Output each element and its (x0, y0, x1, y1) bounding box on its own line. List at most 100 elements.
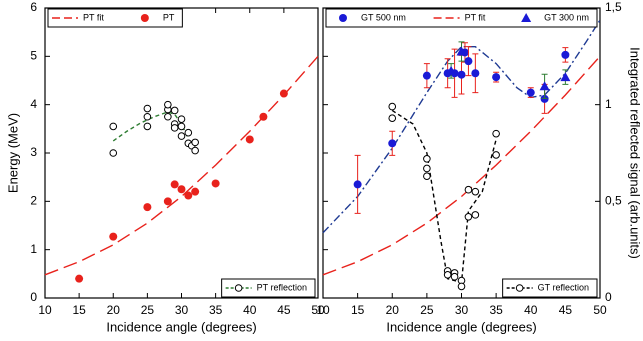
x-tick-label: 20 (107, 303, 121, 317)
data-point (492, 129, 500, 138)
plot-frame (44, 7, 319, 299)
data-point (279, 89, 288, 98)
data-point (456, 46, 467, 56)
legend-marker (515, 284, 524, 292)
data-point (450, 272, 459, 281)
x-tick-label: 30 (175, 303, 189, 317)
y-tick-label: 0 (30, 290, 37, 304)
data-point (184, 128, 193, 137)
data-point (422, 71, 431, 80)
data-point (471, 211, 480, 219)
data-point (191, 187, 200, 196)
y2-tick-label: 1 (605, 97, 612, 111)
data-point (191, 146, 199, 155)
x-tick-label: 45 (559, 303, 573, 317)
y-tick-label: 3 (30, 145, 37, 159)
x-tick-label: 30 (455, 303, 469, 317)
x-tick-label: 50 (593, 303, 607, 317)
legend-frame (47, 8, 183, 28)
data-point (143, 104, 152, 113)
data-point (526, 88, 535, 97)
x-axis-label: Incidence angle (degrees) (386, 319, 536, 334)
data-point (184, 191, 193, 200)
data-point (109, 232, 118, 241)
data-point (457, 282, 466, 291)
legend-marker (339, 14, 347, 22)
legend-frame (502, 278, 598, 298)
data-point (457, 70, 466, 79)
y-tick-label: 4 (30, 97, 37, 111)
data-point (388, 102, 397, 111)
data-point (75, 274, 84, 283)
data-point (211, 179, 220, 188)
x-tick-label: 10 (316, 303, 330, 317)
x-tick-label: 15 (351, 303, 365, 317)
data-point (446, 65, 457, 75)
fit-line (322, 55, 601, 276)
legend-marker (234, 284, 243, 292)
legend-label: PT fit (83, 12, 104, 22)
x-tick-label: 40 (524, 303, 538, 317)
data-point (177, 115, 186, 123)
x-tick-label: 25 (141, 303, 155, 317)
data-point (388, 139, 397, 148)
data-point (388, 114, 397, 122)
y2-tick-label: 1,5 (605, 0, 622, 14)
data-point (245, 135, 254, 144)
data-point (353, 180, 362, 189)
data-point (170, 124, 179, 132)
data-point (164, 100, 172, 109)
data-point (170, 180, 179, 189)
x-tick-label: 35 (209, 303, 223, 317)
legend-marker (521, 13, 532, 22)
legend-label: PT fit (465, 12, 486, 22)
y2-tick-label: 0,5 (605, 194, 622, 208)
data-point (109, 122, 118, 131)
data-point (143, 122, 152, 131)
x-axis-label: Incidence angle (degrees) (106, 319, 256, 334)
data-point (163, 197, 172, 206)
y-tick-label: 5 (30, 49, 37, 63)
x-tick-label: 25 (420, 303, 434, 317)
y2-tick-label: 0 (605, 290, 612, 304)
legend-marker (140, 14, 149, 22)
fit-line (322, 19, 601, 234)
data-point (492, 151, 500, 159)
data-point (423, 155, 431, 163)
data-point (170, 106, 179, 115)
data-point (560, 72, 571, 82)
y-tick-label: 6 (30, 0, 37, 14)
data-point (471, 69, 480, 78)
y2-axis-label: Integrated reflected signal (arb.units) (628, 47, 643, 259)
data-point (143, 112, 152, 121)
data-point (423, 172, 431, 180)
legend-frame (221, 278, 316, 298)
x-tick-label: 15 (72, 303, 86, 317)
data-point (259, 112, 268, 121)
x-tick-label: 35 (489, 303, 503, 317)
data-point (177, 185, 186, 194)
legend-label: GT 300 nm (544, 12, 589, 22)
data-point (191, 138, 199, 147)
legend-label: PT (163, 12, 175, 22)
y-tick-label: 2 (30, 194, 37, 208)
data-point (492, 73, 501, 82)
x-tick-label: 45 (277, 303, 291, 317)
fit-line (391, 109, 497, 284)
data-point (143, 203, 152, 212)
fit-line (44, 55, 319, 276)
data-point (443, 271, 452, 279)
data-point (177, 132, 186, 140)
data-point (164, 112, 172, 121)
y-tick-label: 1 (30, 242, 37, 256)
data-point (539, 81, 550, 91)
data-point (471, 187, 480, 196)
x-tick-label: 40 (243, 303, 257, 317)
legend-frame (325, 8, 598, 28)
data-point (561, 50, 570, 59)
data-point (464, 57, 473, 66)
legend-label: GT 500 nm (361, 12, 406, 22)
data-point (464, 213, 473, 221)
legend-label: GT reflection (538, 282, 589, 292)
